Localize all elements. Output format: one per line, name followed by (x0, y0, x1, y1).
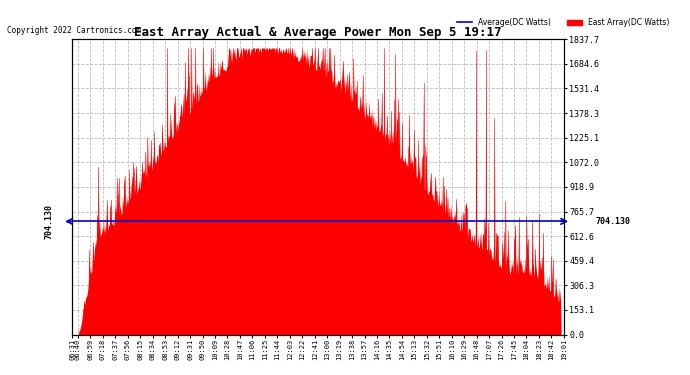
Text: 704.130: 704.130 (595, 217, 631, 226)
Title: East Array Actual & Average Power Mon Sep 5 19:17: East Array Actual & Average Power Mon Se… (134, 26, 502, 39)
Legend: Average(DC Watts), East Array(DC Watts): Average(DC Watts), East Array(DC Watts) (454, 15, 672, 30)
Text: Copyright 2022 Cartronics.com: Copyright 2022 Cartronics.com (7, 26, 141, 35)
Text: 704.130: 704.130 (45, 204, 54, 239)
